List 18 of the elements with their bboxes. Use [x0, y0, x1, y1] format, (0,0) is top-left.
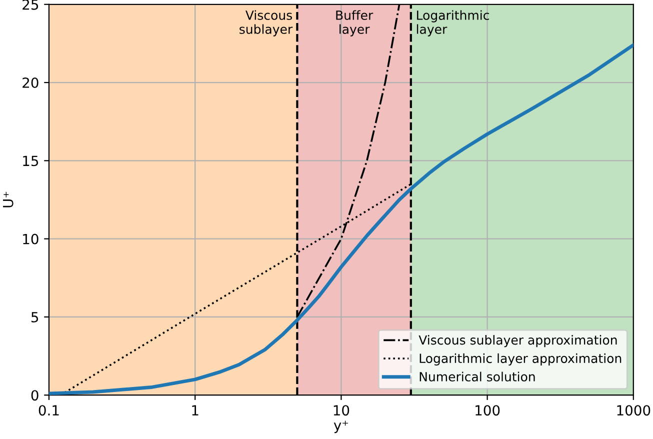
x-tick-label: 1000 [617, 405, 650, 416]
legend-label: Logarithmic layer approximation [420, 353, 622, 366]
y-tick-label: 10 [23, 234, 38, 244]
y-axis-title: U⁺ [3, 192, 14, 208]
x-tick-label: 0.1 [38, 405, 59, 416]
x-tick-label: 100 [476, 405, 500, 416]
band-label: Viscous sublayer [240, 10, 293, 36]
legend-label: Viscous sublayer approximation [418, 335, 617, 348]
band-label: Logarithmic layer [416, 10, 489, 36]
legend-label: Numerical solution [420, 372, 535, 382]
x-tick-label: 10 [334, 405, 350, 416]
y-tick-label: 20 [22, 78, 38, 88]
y-tick-label: 0 [31, 390, 38, 401]
y-tick-label: 5 [31, 312, 38, 322]
band-label: Buffer layer [336, 10, 374, 36]
x-axis-title: y⁺ [334, 420, 348, 434]
y-tick-label: 15 [23, 156, 38, 166]
x-tick-label: 1 [192, 405, 198, 416]
